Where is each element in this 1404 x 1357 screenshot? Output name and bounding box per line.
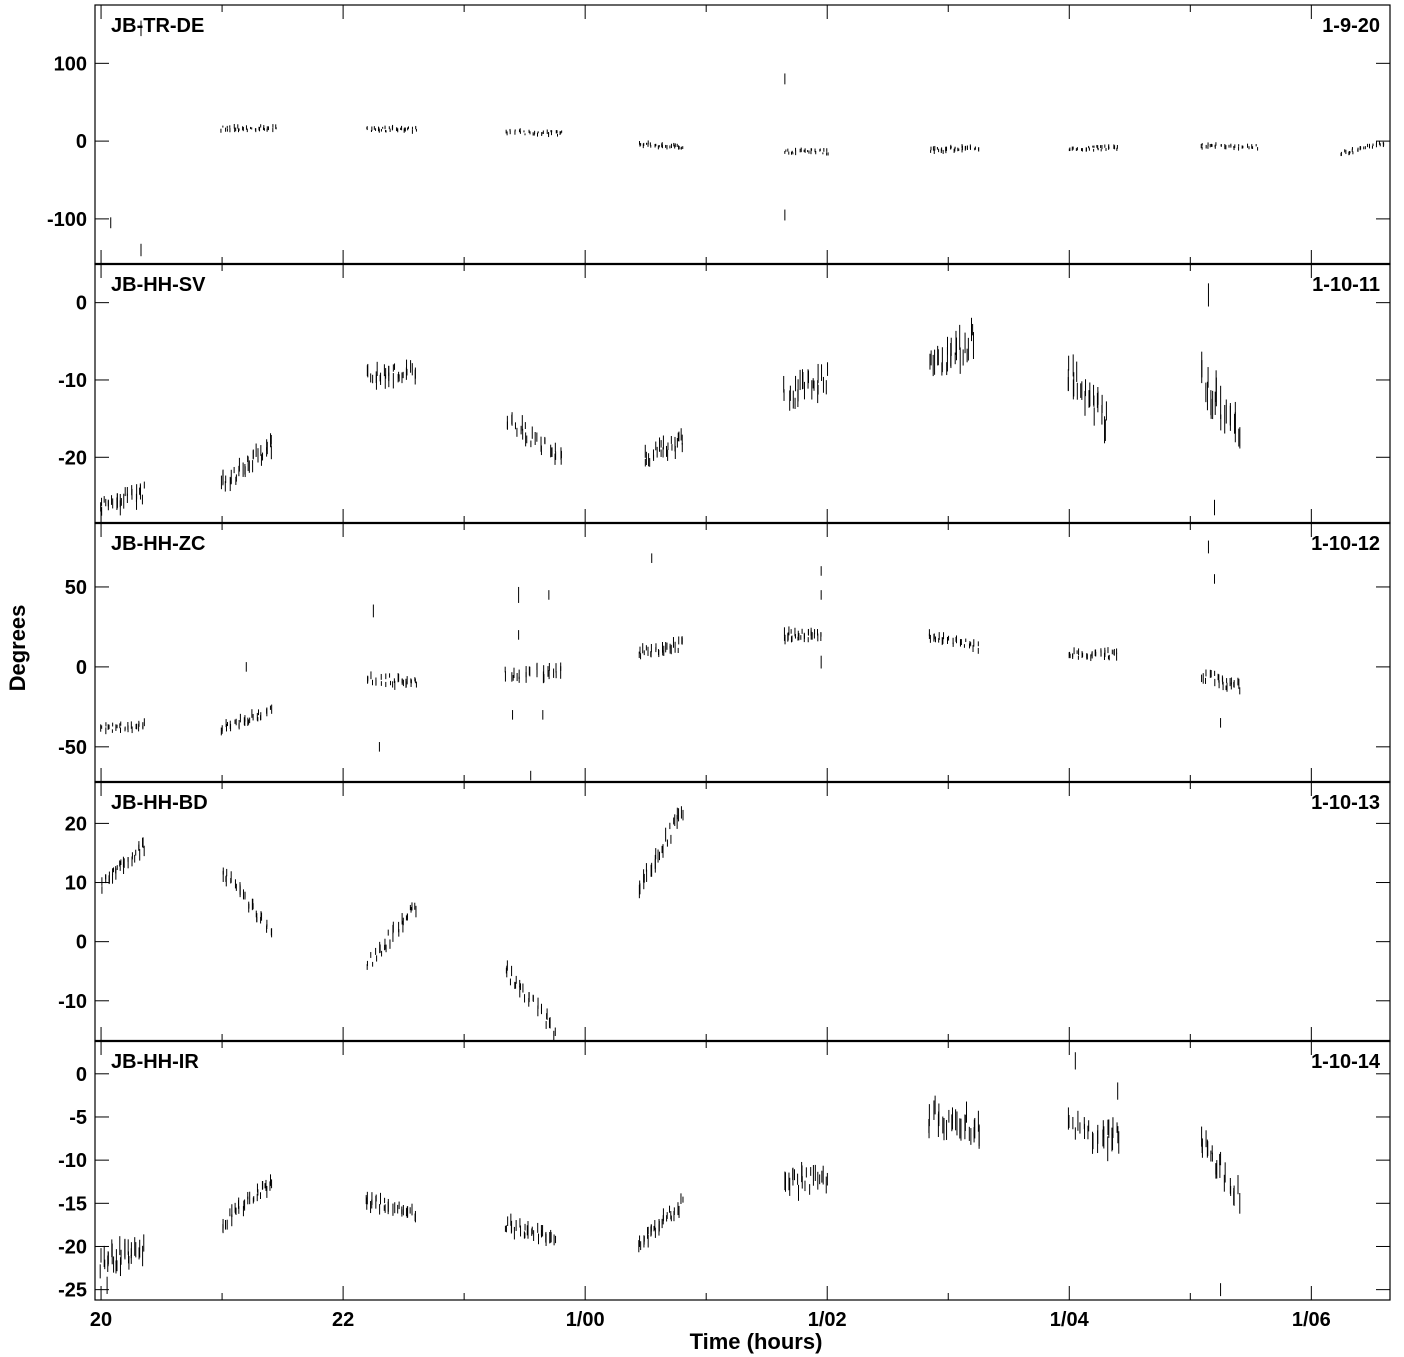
- y-tick-label: 20: [65, 813, 87, 835]
- panel-1-10-11: -20 -10 0 JB-HH-SV 1-10-11: [58, 262, 1391, 524]
- panel-frame: [94, 263, 1391, 524]
- x-axis: 20 22 1/00 1/02 1/04 1/06: [90, 1309, 1331, 1331]
- panel-1-10-12: -50 0 50 JB-HH-ZC 1-10-12: [58, 521, 1391, 783]
- x-tick-label: 22: [332, 1309, 354, 1331]
- y-tick-label: 100: [54, 53, 87, 75]
- panel-data: [100, 540, 1241, 781]
- x-tick-label: 1/06: [1292, 1309, 1331, 1331]
- y-tick-label: 0: [76, 131, 87, 153]
- y-tick-label: -20: [58, 1236, 87, 1258]
- y-tick-label: 0: [76, 293, 87, 315]
- panel-baseline-label: JB-TR-DE: [111, 15, 204, 37]
- y-tick-label: -10: [58, 370, 87, 392]
- panel-data: [101, 806, 684, 1041]
- panel-id-label: 1-10-13: [1311, 792, 1380, 814]
- x-tick-label: 1/04: [1050, 1309, 1090, 1331]
- panel-baseline-label: JB-HH-ZC: [111, 533, 205, 555]
- y-tick-label: -50: [58, 737, 87, 759]
- y-tick-label: -15: [58, 1193, 87, 1215]
- y-tick-label: -100: [47, 209, 87, 231]
- panel-data: [100, 283, 1241, 523]
- y-axis-label: Degrees: [5, 605, 30, 692]
- panel-1-10-14: -25 -20 -15 -10 -5 0 JB-HH-IR 1-10-14: [58, 1039, 1391, 1302]
- x-axis-label: Time (hours): [690, 1329, 823, 1354]
- panel-id-label: 1-10-11: [1312, 274, 1380, 296]
- panel-frame: [94, 522, 1391, 783]
- panel-baseline-label: JB-HH-SV: [111, 274, 206, 296]
- panel-frame: [94, 781, 1391, 1042]
- panel-id-label: 1-10-14: [1311, 1051, 1381, 1073]
- y-tick-label: 50: [65, 577, 87, 599]
- x-tick-label: 1/02: [808, 1309, 847, 1331]
- y-tick-label: 0: [76, 932, 87, 954]
- panel-data: [110, 20, 1385, 257]
- panel-id-label: 1-9-20: [1322, 15, 1380, 37]
- y-tick-label: 10: [65, 873, 87, 895]
- panel-1-9-20: -100 0 100 JB-TR-DE 1-9-20: [47, 4, 1391, 265]
- y-tick-label: -5: [69, 1107, 87, 1129]
- y-tick-label: -10: [58, 991, 87, 1013]
- panel-baseline-label: JB-HH-IR: [111, 1051, 199, 1073]
- y-tick-label: -25: [58, 1280, 87, 1302]
- y-tick-label: -10: [58, 1150, 87, 1172]
- panel-frame: [94, 4, 1391, 265]
- panel-data: [99, 1052, 1241, 1297]
- y-tick-label: -20: [58, 447, 87, 469]
- y-tick-label: 0: [76, 1064, 87, 1086]
- y-tick-label: 0: [76, 657, 87, 679]
- panel-baseline-label: JB-HH-BD: [111, 792, 208, 814]
- panel-id-label: 1-10-12: [1311, 533, 1380, 555]
- panel-frame: [94, 1040, 1391, 1301]
- panel-1-10-13: -10 0 10 20 JB-HH-BD 1-10-13: [58, 780, 1391, 1042]
- x-tick-label: 1/00: [566, 1309, 605, 1331]
- x-tick-label: 20: [90, 1309, 112, 1331]
